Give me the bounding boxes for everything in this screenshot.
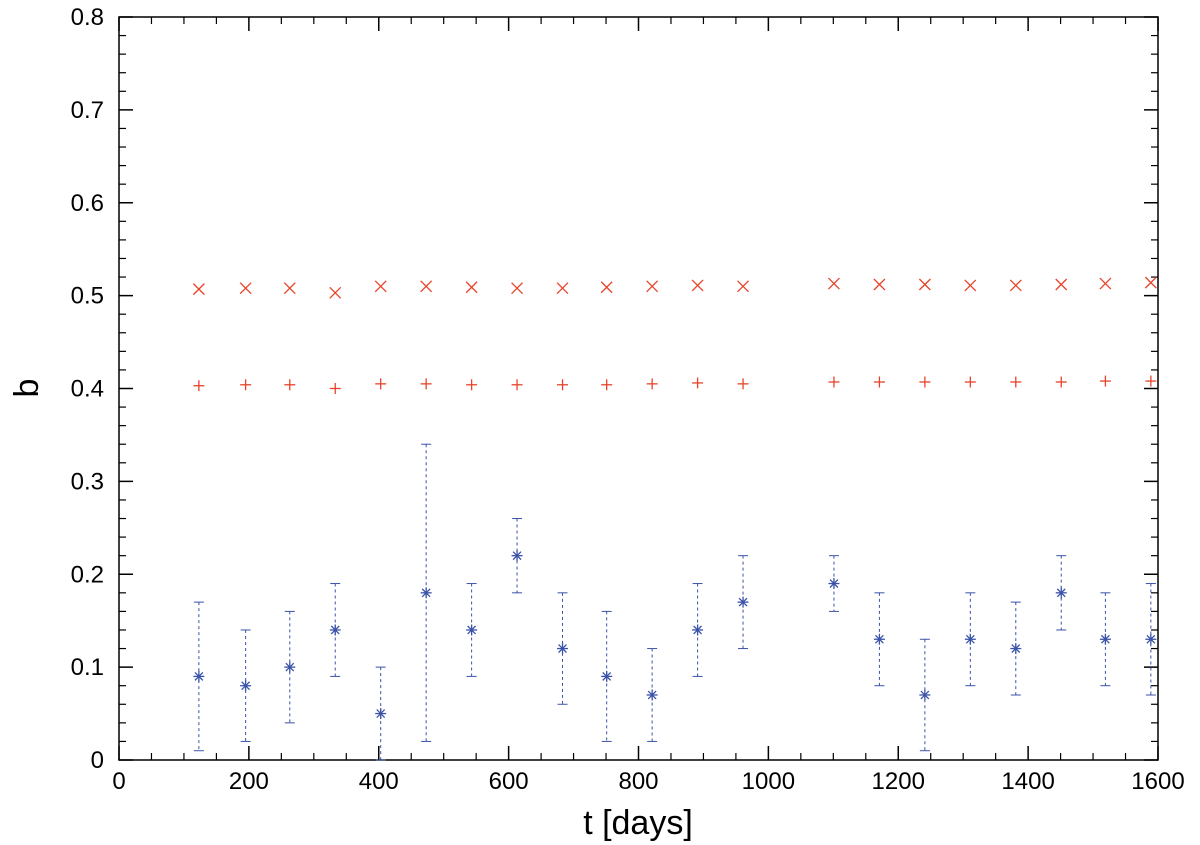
data-point: [374, 280, 387, 293]
data-point: [1099, 277, 1112, 290]
data-point: [964, 279, 977, 292]
data-point: [600, 281, 613, 294]
data-point: [1099, 633, 1111, 645]
y-tick-label: 0.3: [71, 468, 104, 495]
data-point: [918, 278, 931, 291]
y-tick-label: 0.7: [71, 97, 104, 124]
data-point: [1055, 587, 1067, 599]
data-point: [465, 281, 478, 294]
x-tick-label: 0: [112, 768, 125, 795]
data-point: [193, 380, 205, 392]
data-point: [1055, 278, 1068, 291]
data-point: [557, 643, 569, 655]
y-axis: 0 0.1 0.2 0.3 0.4 0.5 0.6 0.7 0.8: [71, 4, 1158, 774]
data-point: [375, 378, 387, 390]
x-tick-label: 800: [618, 768, 658, 795]
data-point: [919, 689, 931, 701]
data-point: [466, 379, 478, 391]
data-point: [420, 378, 432, 390]
data-point: [737, 378, 749, 390]
data-point: [1010, 376, 1022, 388]
y-tick-label: 0.1: [71, 654, 104, 681]
data-point: [329, 624, 341, 636]
data-point: [284, 379, 296, 391]
y-tick-label: 0.5: [71, 283, 104, 310]
data-point: [284, 661, 296, 673]
data-point: [511, 379, 523, 391]
data-point: [646, 689, 658, 701]
data-point: [193, 670, 205, 682]
data-point: [556, 282, 569, 295]
data-point: [239, 282, 252, 295]
data-point: [737, 596, 749, 608]
data-point: [192, 283, 205, 296]
data-point: [466, 624, 478, 636]
data-point: [1010, 643, 1022, 655]
y-tick-label: 0.4: [71, 376, 104, 403]
data-point: [511, 282, 524, 295]
y-tick-label: 0.2: [71, 561, 104, 588]
data-point: [1099, 375, 1111, 387]
x-tick-label: 200: [229, 768, 269, 795]
data-point: [511, 550, 523, 562]
data-point: [828, 376, 840, 388]
data-point: [601, 379, 613, 391]
data-point: [601, 670, 613, 682]
data-point: [873, 633, 885, 645]
data-point: [329, 286, 342, 299]
data-point: [375, 708, 387, 720]
data-point: [1145, 375, 1157, 387]
x-axis-label: t [days]: [583, 804, 693, 842]
data-point: [919, 376, 931, 388]
y-tick-label: 0.6: [71, 190, 104, 217]
series-2: [193, 375, 1157, 394]
data-point: [1055, 376, 1067, 388]
data-point: [557, 379, 569, 391]
y-axis-label: b: [8, 379, 46, 398]
data-point: [283, 282, 296, 295]
data-point: [828, 277, 840, 290]
plot-frame: [118, 16, 1159, 761]
data-point: [692, 624, 704, 636]
data-point: [1144, 276, 1157, 289]
data-point: [240, 379, 252, 391]
x-tick-label: 400: [359, 768, 399, 795]
x-tick-label: 1400: [1001, 768, 1054, 795]
data-point: [646, 378, 658, 390]
y-tick-label: 0: [91, 747, 104, 774]
data-point: [873, 278, 886, 291]
data-point: [420, 587, 432, 599]
data-point: [1145, 633, 1157, 645]
data-point: [737, 280, 750, 293]
data-point: [964, 633, 976, 645]
data-point: [964, 376, 976, 388]
data-point: [692, 377, 704, 389]
data-point: [329, 383, 341, 394]
data-point: [828, 578, 840, 590]
x-tick-label: 1000: [742, 768, 795, 795]
data-point: [691, 279, 704, 292]
data-point: [873, 376, 885, 388]
data-point: [646, 280, 659, 293]
series-1: [192, 276, 1157, 299]
data-point: [240, 680, 252, 692]
x-tick-label: 1200: [872, 768, 925, 795]
x-tick-label: 1600: [1131, 768, 1184, 795]
x-tick-label: 600: [489, 768, 529, 795]
data-point: [420, 280, 433, 293]
series-3: [193, 443, 1157, 761]
x-axis: 0 200 400 600 800 1000 1200 1400 1600: [112, 17, 1185, 795]
y-tick-label: 0.8: [71, 4, 104, 31]
data-series: [192, 276, 1157, 761]
data-point: [1009, 279, 1022, 292]
